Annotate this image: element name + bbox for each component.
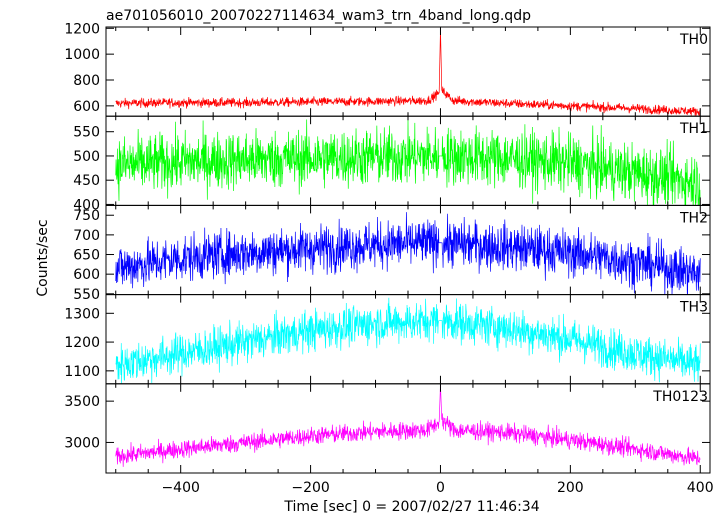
panel-label: TH0123 [652, 389, 708, 405]
y-tick-label: 750 [73, 208, 100, 224]
y-tick-label: 600 [73, 267, 100, 283]
y-tick-label: 1300 [64, 306, 100, 322]
x-tick-label: 200 [557, 480, 584, 496]
x-axis-label: Time [sec] 0 = 2007/02/27 11:46:34 [283, 499, 539, 515]
series-line-th2 [115, 212, 701, 295]
panel-th2: 550 600 650 700 750 TH2 [73, 204, 711, 303]
y-tick-label: 500 [73, 149, 100, 165]
chart-title: ae701056010_20070227114634_wam3_trn_4ban… [106, 8, 531, 24]
y-tick-label: 800 [73, 73, 100, 89]
x-tick-label: −200 [291, 480, 329, 496]
x-tick-label: 400 [687, 480, 714, 496]
y-tick-label: 550 [73, 125, 100, 141]
panel-th0123: 3000 3500 TH0123 [64, 383, 711, 474]
panel-label: TH2 [679, 210, 708, 226]
y-tick-label: 400 [73, 197, 100, 213]
panel-label: TH1 [679, 121, 708, 137]
panel-label: TH0 [679, 32, 708, 48]
panel-th3: 1100 1200 1300 TH3 [64, 294, 711, 385]
panel-th1: 400 450 500 550 TH1 [73, 115, 711, 213]
y-tick-label: 3500 [64, 394, 100, 410]
panel-label: TH3 [679, 300, 708, 316]
y-tick-label: 1000 [64, 47, 100, 63]
y-tick-label: 1100 [64, 364, 100, 380]
y-tick-label: 550 [73, 287, 100, 303]
y-tick-label: 1200 [64, 21, 100, 37]
series-line-th0123 [115, 384, 701, 467]
y-tick-label: 650 [73, 248, 100, 264]
panel-frame [105, 383, 711, 474]
y-tick-label: 600 [73, 99, 100, 115]
y-tick-label: 700 [73, 228, 100, 244]
panels-group: 600 800 1000 1200 TH0 400 450 500 550 TH1 550 600 65… [64, 21, 713, 496]
panel-th0: 600 800 1000 1200 TH0 [64, 21, 711, 117]
series-line-th0 [115, 28, 701, 117]
y-tick-label: 450 [73, 173, 100, 189]
x-tick-label: −400 [161, 480, 199, 496]
series-line-th3 [115, 297, 701, 384]
y-axis-label: Counts/sec [35, 219, 51, 296]
y-tick-label: 1200 [64, 335, 100, 351]
y-tick-label: 3000 [64, 435, 100, 451]
x-tick-label: 0 [436, 480, 445, 496]
